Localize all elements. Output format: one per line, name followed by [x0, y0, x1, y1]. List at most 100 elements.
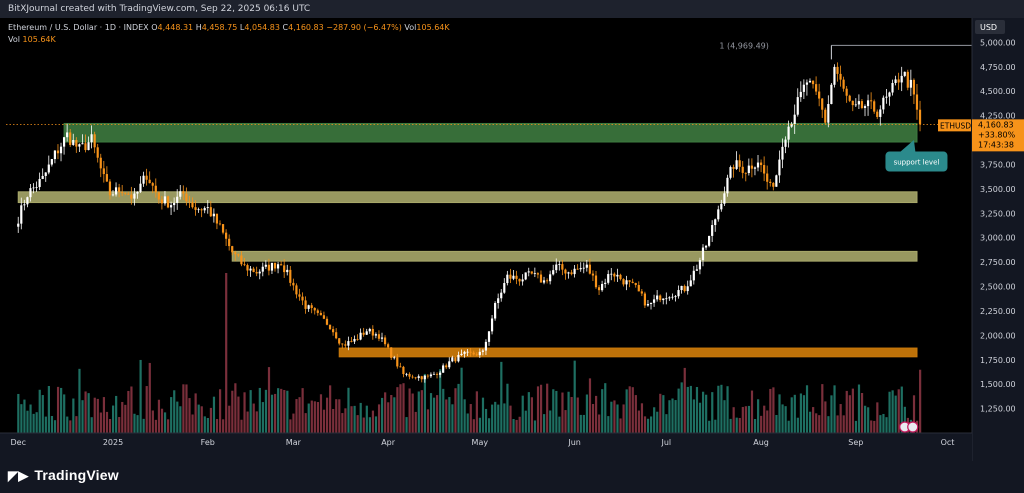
candle-body — [619, 274, 622, 280]
candle-body — [906, 71, 909, 88]
candle-body — [781, 146, 784, 160]
candle-body — [59, 146, 63, 154]
volume-bar — [533, 420, 537, 433]
volume-bar — [891, 390, 894, 433]
volume-bar — [145, 386, 148, 433]
candle-body — [564, 269, 567, 274]
volume-bar — [594, 395, 598, 433]
volume-bar — [322, 409, 326, 433]
candle-body — [380, 337, 384, 339]
price-chart[interactable]: 1 (4,969.49) support level 1,250.00 1,500.0… — [0, 18, 1024, 461]
candle-body — [503, 283, 506, 293]
currency-button[interactable] — [975, 20, 1005, 34]
candle-body — [656, 295, 659, 300]
candle-body — [882, 97, 885, 110]
volume-bar — [717, 385, 720, 433]
volume-legend-label: Vol — [8, 35, 23, 44]
time-axis[interactable] — [0, 433, 972, 461]
volume-bar — [105, 411, 109, 433]
volume-bar — [796, 417, 799, 433]
volume-bar — [75, 416, 78, 433]
volume-bar — [176, 401, 179, 433]
candle-body — [775, 175, 778, 187]
volume-bar — [191, 414, 194, 433]
volume-bar — [671, 398, 674, 433]
candle-body — [888, 92, 891, 97]
volume-bar — [368, 417, 371, 433]
candle-body — [860, 101, 864, 109]
candle-body — [231, 246, 234, 253]
volume-bar — [885, 417, 888, 433]
event-flag-icon[interactable] — [907, 421, 919, 433]
candle-body — [96, 147, 99, 158]
volume-bar — [714, 419, 717, 433]
volume-bar — [903, 406, 906, 433]
price-axis[interactable] — [972, 18, 1024, 461]
candle-body — [405, 373, 408, 375]
candle-body — [457, 354, 460, 362]
volume-bar — [454, 388, 457, 433]
volume-bar — [601, 389, 604, 433]
volume-bar — [347, 387, 350, 433]
candle-body — [118, 187, 121, 193]
candle-body — [316, 310, 319, 313]
volume-bar — [420, 390, 423, 433]
tradingview-logo: ◤▶ TradingView — [8, 467, 119, 484]
volume-bar — [848, 395, 851, 433]
volume-bar — [524, 410, 527, 433]
volume-bar — [894, 395, 897, 433]
candle-body — [912, 79, 916, 95]
last-price-badge — [972, 119, 1024, 152]
volume-bar — [426, 409, 430, 433]
annotation-box[interactable] — [885, 151, 948, 172]
candle-body — [894, 79, 897, 83]
candle-body — [221, 224, 225, 233]
volume-bar — [289, 419, 292, 433]
candle-body — [818, 91, 821, 99]
candle-body — [270, 262, 274, 271]
candle-body — [830, 84, 833, 105]
volume-bar — [726, 386, 729, 433]
candle-body — [225, 232, 228, 239]
volume-bar — [475, 391, 478, 433]
volume-bar — [332, 408, 335, 433]
volume-bar — [873, 420, 876, 433]
volume-bar — [29, 404, 32, 433]
volume-bar — [662, 395, 665, 433]
volume-bar — [173, 390, 176, 433]
candle-body — [744, 172, 747, 174]
volume-bar — [723, 400, 726, 433]
chart-header: BitXJournal created with TradingView.com… — [0, 0, 1024, 18]
candle-body — [258, 271, 261, 274]
candle-body — [197, 209, 200, 211]
candle-body — [383, 337, 387, 345]
candle-body — [784, 139, 787, 147]
chart-area[interactable]: 1 (4,969.49) support level 1,250.00 1,500.0… — [0, 18, 1024, 461]
volume-bar — [515, 419, 518, 433]
volume-bar — [47, 386, 50, 433]
candle-body — [331, 329, 335, 333]
candle-body — [203, 208, 206, 211]
volume-bar — [463, 399, 466, 433]
candle-body — [105, 174, 108, 182]
volume-bar — [643, 416, 647, 433]
candle-body — [47, 164, 50, 173]
candle-body — [542, 280, 546, 283]
volume-bar — [222, 419, 225, 433]
volume-bar — [481, 397, 485, 433]
x-tick-label: Oct — [941, 438, 955, 447]
volume-bar — [839, 404, 842, 433]
candle-body — [20, 205, 23, 224]
candle-body — [521, 279, 524, 282]
candle-body — [704, 245, 708, 248]
ohlc-legend: Ethereum / U.S. Dollar · 1D · INDEX O4,4… — [8, 23, 450, 32]
candle-body — [240, 255, 243, 265]
candle-body — [659, 295, 662, 301]
candle-body — [166, 196, 170, 208]
volume-bar — [93, 397, 96, 433]
candle-body — [335, 332, 338, 339]
volume-bar — [442, 388, 445, 433]
candle-body — [393, 357, 396, 359]
volume-bar — [769, 388, 772, 433]
candle-body — [866, 100, 870, 107]
